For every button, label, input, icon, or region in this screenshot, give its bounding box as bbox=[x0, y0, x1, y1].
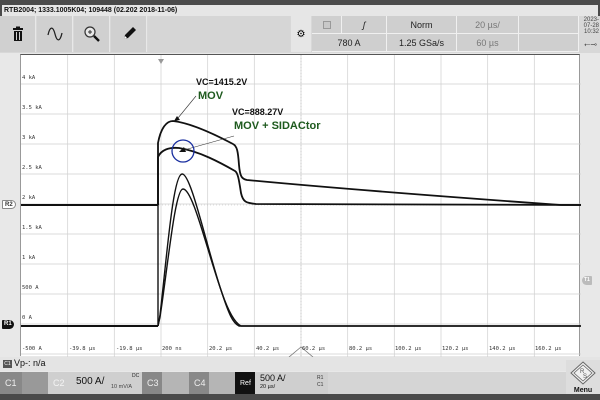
channel-c4-label: C4 bbox=[194, 378, 206, 388]
gear-icon: ⚙ bbox=[296, 28, 306, 40]
trash-icon bbox=[12, 26, 23, 41]
channel-c2-coupling: DC bbox=[132, 373, 140, 379]
channel-c3[interactable]: C3 bbox=[142, 372, 162, 394]
channel-c3-spacer bbox=[162, 372, 189, 394]
date-time: 2023-07-28 10:32 bbox=[575, 17, 599, 35]
x-label: 80.2 µs bbox=[349, 346, 373, 352]
x-label: 60.2 µs bbox=[302, 346, 326, 352]
toolbar-empty-area bbox=[148, 16, 290, 52]
sample-rate[interactable]: 1.25 GSa/s bbox=[387, 34, 457, 52]
reference-scale: 500 A/ bbox=[260, 373, 286, 383]
y-label: 0 A bbox=[22, 315, 32, 321]
y-label: 3 kA bbox=[22, 135, 36, 141]
bezel-bottom bbox=[0, 394, 600, 400]
zoom-in-icon bbox=[83, 26, 100, 42]
time: 10:32 bbox=[583, 29, 599, 35]
x-label: 40.2 µs bbox=[256, 346, 280, 352]
zoom-button[interactable] bbox=[74, 16, 110, 52]
annotate-button[interactable] bbox=[111, 16, 147, 52]
sine-wave-icon bbox=[46, 27, 63, 41]
date: 2023-07-28 bbox=[583, 17, 599, 29]
y-label: 2.5 kA bbox=[22, 165, 42, 171]
y-label: 1.5 kA bbox=[22, 225, 42, 231]
channel-c2[interactable]: C2 500 A/ DC 10 mV/A bbox=[48, 372, 142, 394]
channel-bar: C1 C2 500 A/ DC 10 mV/A C3 C4 Ref 500 A/… bbox=[0, 372, 600, 394]
trigger-mode[interactable]: Norm bbox=[387, 16, 457, 34]
channel-c1-spacer bbox=[22, 372, 48, 394]
sidactor-clamp-voltage: VC=888.27V bbox=[232, 107, 284, 117]
trigger-position[interactable]: 60 µs bbox=[457, 34, 519, 52]
trigger-slope-button[interactable]: ʃ bbox=[342, 16, 387, 34]
channel-c2-probe: 10 mV/A bbox=[111, 384, 133, 390]
ref1-marker[interactable]: R1 bbox=[2, 320, 14, 329]
x-label: 120.2 µs bbox=[442, 346, 469, 352]
pencil-icon bbox=[123, 27, 136, 39]
reference-button[interactable]: Ref bbox=[235, 372, 255, 394]
instrument-info: RTB2004; 1333.1005K04; 109448 (02.202 20… bbox=[2, 5, 598, 16]
trigger-level-marker[interactable]: T1 bbox=[582, 276, 592, 285]
waveform-display[interactable]: 4 kA 3.5 kA 3 kA 2.5 kA 2 kA 1.5 kA 1 kA… bbox=[20, 54, 581, 357]
channel-c1[interactable]: C1 bbox=[0, 372, 22, 394]
y-label: 3.5 kA bbox=[22, 105, 42, 111]
y-label: 2 kA bbox=[22, 195, 36, 201]
time-scale[interactable]: 20 µs/ bbox=[457, 16, 519, 34]
acq-empty-cell bbox=[519, 16, 579, 34]
sidactor-label: MOV + SIDACtor bbox=[234, 120, 321, 132]
channel-c4[interactable]: C4 bbox=[189, 372, 209, 394]
x-label: 200 ns bbox=[162, 346, 182, 352]
measurement-channel-chip: C1 bbox=[3, 360, 12, 368]
acq-empty-cell-2 bbox=[519, 34, 579, 52]
channel-c1-label: C1 bbox=[5, 378, 17, 388]
reference-source-r: R1 bbox=[317, 375, 324, 381]
mov-label: MOV bbox=[198, 90, 224, 102]
channel-c4-spacer bbox=[209, 372, 235, 394]
x-label: 140.2 µs bbox=[489, 346, 516, 352]
usb-icon: ⭠⊸ bbox=[584, 40, 598, 49]
x-label: -19.8 µs bbox=[116, 346, 143, 352]
waveform-button[interactable] bbox=[37, 16, 73, 52]
x-label: 160.2 µs bbox=[535, 346, 562, 352]
rising-edge-icon: ʃ bbox=[362, 19, 366, 30]
x-label: 100.2 µs bbox=[395, 346, 422, 352]
acquisition-panel: ʃ Norm 20 µs/ 780 A 1.25 GSa/s 60 µs bbox=[312, 16, 584, 53]
trigger-level[interactable]: 780 A bbox=[312, 34, 387, 52]
settings-gear-button[interactable]: ⚙ bbox=[291, 16, 311, 52]
y-label: -500 A bbox=[22, 346, 42, 352]
y-label: 500 A bbox=[22, 285, 39, 291]
channel-c2-label: C2 bbox=[53, 378, 65, 388]
svg-text:S: S bbox=[583, 374, 587, 380]
title-bar: RTB2004; 1333.1005K04; 109448 (02.202 20… bbox=[0, 0, 600, 16]
y-label: 1 kA bbox=[22, 255, 36, 261]
mov-clamp-voltage: VC=1415.2V bbox=[196, 77, 248, 87]
channel-c2-scale: 500 A/ bbox=[76, 376, 105, 387]
ref2-marker[interactable]: R2 bbox=[2, 200, 16, 209]
waveform-grid bbox=[21, 55, 581, 357]
reference-time-scale: 20 µs/ bbox=[260, 384, 276, 390]
x-label: -39.8 µs bbox=[69, 346, 96, 352]
measurement-bar: C1 Vp-: n/a bbox=[0, 357, 600, 371]
x-label: 20.2 µs bbox=[209, 346, 233, 352]
reference-settings[interactable]: 500 A/ 20 µs/ R1 C1 bbox=[255, 372, 328, 394]
trigger-source-icon bbox=[322, 20, 331, 29]
reference-source-c: C1 bbox=[317, 382, 324, 388]
reference-label: Ref bbox=[240, 379, 251, 387]
menu-label: Menu bbox=[573, 387, 593, 394]
channel-bar-empty bbox=[328, 372, 566, 394]
delete-button[interactable] bbox=[0, 16, 36, 52]
y-label: 4 kA bbox=[22, 75, 36, 81]
trigger-source-button[interactable] bbox=[312, 16, 342, 34]
measurement-value: Vp-: n/a bbox=[14, 358, 46, 368]
rohde-schwarz-logo-icon: R S bbox=[570, 361, 596, 385]
svg-text:R: R bbox=[580, 369, 585, 375]
channel-c3-label: C3 bbox=[147, 378, 159, 388]
menu-button[interactable]: R S Menu bbox=[566, 360, 600, 394]
